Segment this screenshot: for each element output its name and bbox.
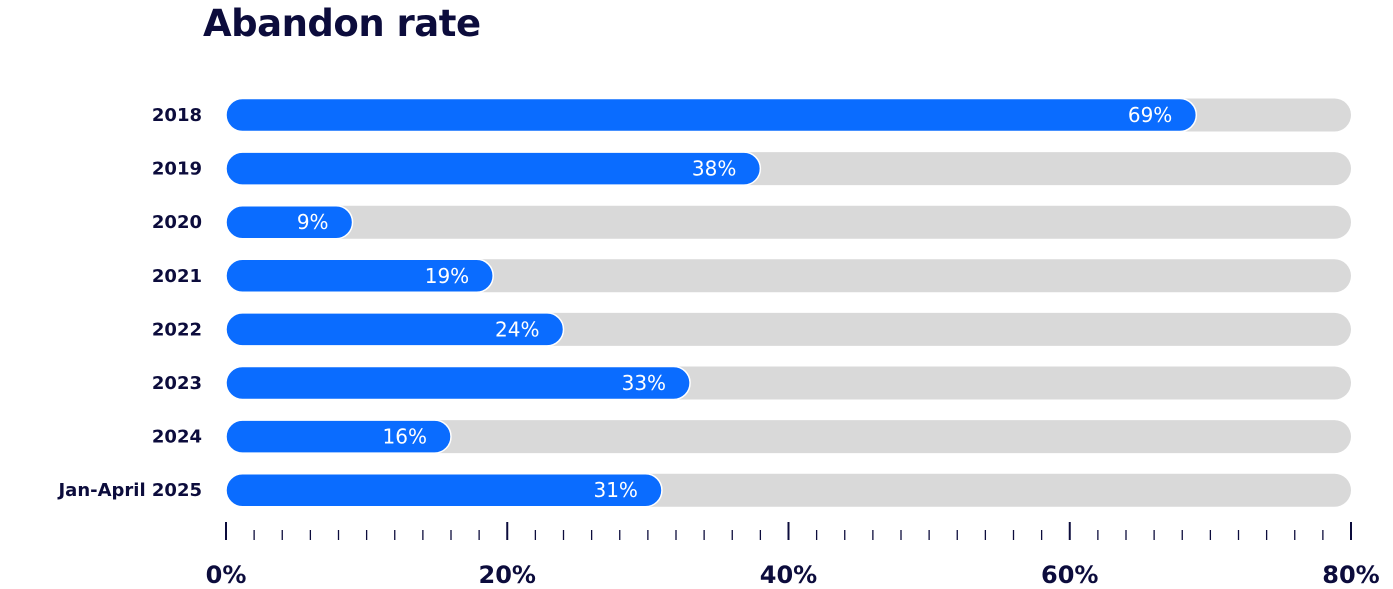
category-label: Jan-April 2025 <box>56 480 202 501</box>
chart-title: Abandon rate <box>203 2 481 45</box>
value-label: 19% <box>425 264 469 288</box>
bar <box>225 258 494 294</box>
x-tick-label: 40% <box>760 561 817 589</box>
bar <box>225 365 691 401</box>
value-label: 16% <box>383 425 427 449</box>
value-label: 31% <box>593 478 637 502</box>
category-label: 2023 <box>152 373 202 394</box>
bar <box>225 312 565 347</box>
value-label: 9% <box>297 210 329 234</box>
bar-track <box>226 259 1351 293</box>
bar <box>225 204 354 240</box>
category-label: 2024 <box>152 427 202 448</box>
value-label: 33% <box>622 371 666 395</box>
value-label: 24% <box>495 317 539 341</box>
category-label: 2018 <box>152 105 202 126</box>
value-label: 69% <box>1128 103 1172 127</box>
category-label: 2021 <box>152 266 202 287</box>
x-tick-label: 80% <box>1322 561 1379 589</box>
x-tick-label: 20% <box>479 561 536 589</box>
bar-track <box>226 420 1351 454</box>
bar-track <box>226 205 1351 239</box>
bar <box>225 151 762 186</box>
x-tick-label: 60% <box>1041 561 1098 589</box>
bar <box>225 472 663 508</box>
bar <box>225 97 1198 133</box>
category-label: 2020 <box>152 212 202 233</box>
category-label: 2019 <box>152 159 202 180</box>
value-label: 38% <box>692 157 736 181</box>
category-label: 2022 <box>152 319 202 340</box>
bar <box>225 419 452 454</box>
x-tick-label: 0% <box>206 561 247 589</box>
